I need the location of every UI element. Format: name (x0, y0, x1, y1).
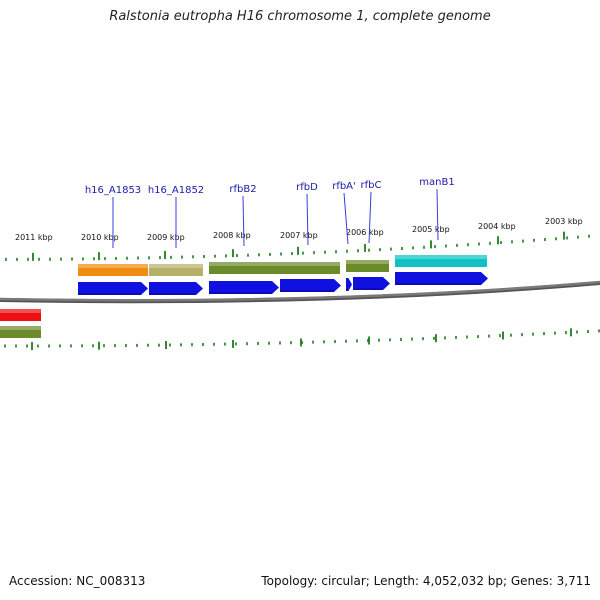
accession-text: Accession: NC_008313 (9, 574, 146, 588)
gene-label: manB1 (419, 177, 454, 188)
gene-leader-line (436, 188, 439, 241)
feature-bar-olive (209, 262, 340, 274)
kbp-tick-label: 2005 kbp (412, 225, 450, 234)
kbp-tick-label: 2010 kbp (81, 233, 119, 242)
cds-arrow (346, 278, 352, 291)
cds-arrow (149, 282, 203, 295)
kbp-tick-label: 2007 kbp (280, 231, 318, 240)
gene-leader-line (306, 193, 309, 246)
gene-label: rfbC (361, 180, 382, 191)
backbone-line (0, 280, 600, 302)
cds-arrow-shadow (395, 283, 481, 285)
feature-bar-highlight (78, 264, 148, 268)
cds-arrow (353, 277, 390, 290)
gene-label: h16_A1853 (85, 185, 141, 196)
gene-label: rfbA' (332, 181, 356, 192)
topology-summary: Topology: circular; Length: 4,052,032 bp… (261, 574, 591, 588)
gene-leader-line (368, 191, 372, 244)
feature-bar-red (0, 309, 41, 321)
feature-bar-orange (78, 264, 148, 276)
gene-label-leaders (112, 188, 439, 248)
feature-bar-cyan (395, 255, 487, 267)
cds-arrow-shadow (78, 293, 141, 295)
feature-bar-highlight (0, 309, 41, 313)
feature-bar-highlight (346, 260, 389, 264)
gene-labels: h16_A1853 h16_A1852 rfbB2 rfbD rfbA' rfbC manB… (85, 177, 455, 196)
kbp-tick-labels: 2011 kbp 2010 kbp 2009 kbp 2008 kbp 2007 kbp… (15, 217, 583, 242)
cds-arrow (209, 281, 279, 294)
kbp-tick-label: 2003 kbp (545, 217, 583, 226)
inner-tick-track (4, 328, 600, 350)
gene-leader-line (242, 195, 245, 247)
feature-bar-khaki (149, 264, 203, 276)
map-title: Ralstonia eutropha H16 chromosome 1, com… (109, 9, 491, 24)
feature-bar-highlight (209, 262, 340, 266)
feature-bar-olive (0, 326, 41, 338)
kbp-tick-label: 2004 kbp (478, 222, 516, 231)
cds-arrow-shadow (353, 288, 383, 290)
cds-arrow-shadow (280, 290, 334, 292)
cds-arrow (78, 282, 148, 295)
cds-arrow (395, 272, 488, 285)
gene-label: rfbB2 (229, 184, 256, 195)
feature-track (0, 255, 487, 338)
cds-arrow-shadow (209, 292, 272, 294)
gene-leader-line (343, 192, 349, 245)
feature-bar-highlight (149, 264, 203, 268)
kbp-tick-label: 2011 kbp (15, 233, 53, 242)
feature-bar-highlight (0, 326, 41, 330)
feature-bar-olive (346, 260, 389, 272)
outer-tick-track (5, 231, 590, 261)
gene-label: rfbD (296, 182, 318, 193)
kbp-tick-label: 2006 kbp (346, 228, 384, 237)
kbp-tick-label: 2008 kbp (213, 231, 251, 240)
gene-label: h16_A1852 (148, 185, 204, 196)
cds-arrow-shadow (149, 293, 196, 295)
cds-track (78, 272, 488, 295)
cds-arrow (280, 279, 341, 292)
feature-bar-highlight (395, 255, 487, 259)
chromosome-backbone (0, 280, 600, 304)
cds-arrow-shadow (346, 289, 349, 291)
kbp-tick-label: 2009 kbp (147, 233, 185, 242)
